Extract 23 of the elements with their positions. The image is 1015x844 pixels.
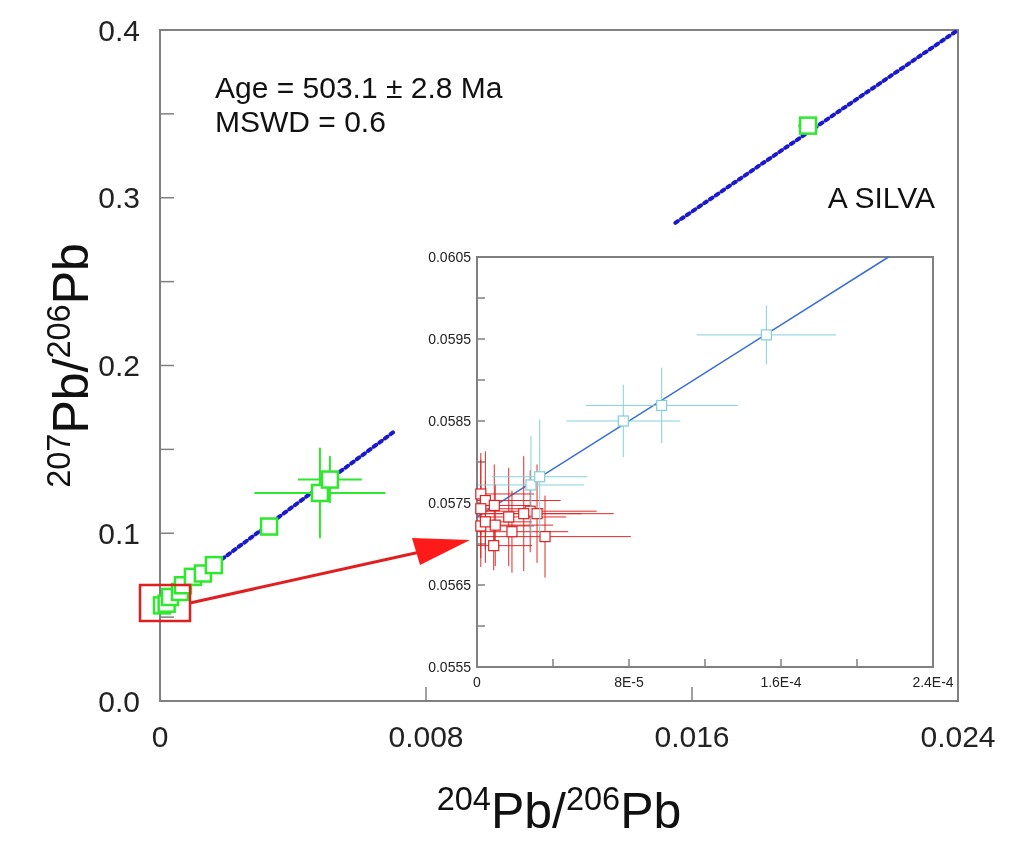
y-tick-label: 0.0565: [428, 576, 472, 593]
annotation: MSWD = 0.6: [215, 105, 386, 138]
y-tick-label: 0.0575: [428, 494, 472, 511]
y-tick-label: 0.0555: [428, 658, 472, 675]
annotation: Age = 503.1 ± 2.8 Ma: [215, 71, 503, 104]
x-tick-label: 0: [473, 674, 482, 690]
y-tick-label: 0.4: [98, 13, 140, 47]
x-tick-label: 0.016: [654, 720, 730, 753]
y-tick-label: 0.0595: [428, 330, 472, 347]
y-tick-label: 0.0: [98, 684, 140, 718]
x-tick-label: 0.024: [920, 720, 996, 753]
x-tick-label: 0: [151, 720, 169, 753]
y-tick-label: 0.0605: [428, 248, 472, 265]
x-tick-label: 2.4E-4: [912, 674, 954, 690]
x-tick-label: 8E-5: [614, 674, 644, 690]
x-tick-label: 0.008: [388, 720, 464, 753]
x-tick-label: 1.6E-4: [760, 674, 802, 690]
x-axis-title: $^{204}$Pb/$^{206}$Pb: [436, 781, 682, 839]
y-tick-label: 0.3: [98, 181, 140, 215]
y-tick-label: 0.2: [98, 349, 140, 382]
y-tick-label: 0.0585: [428, 412, 472, 429]
y-tick-label: 0.1: [98, 516, 140, 550]
annotation: A SILVA: [827, 181, 935, 214]
